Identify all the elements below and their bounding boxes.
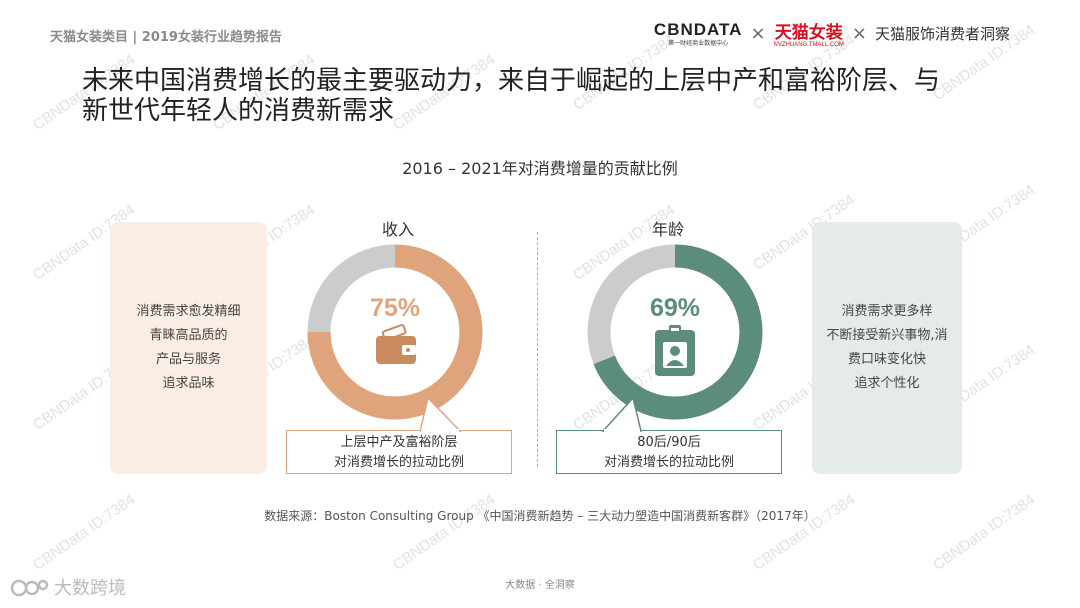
section-divider <box>537 232 538 467</box>
income-label: 收入 <box>382 220 415 239</box>
card-line: 追求个性化 <box>854 376 920 391</box>
bottom-brand-watermark: 大数跨境 <box>10 574 126 600</box>
tmall-logo: 天猫女装 NVZHUANG.TMALL.COM <box>774 18 844 48</box>
card-line: 青睐高品质的 <box>149 328 228 343</box>
page-title: 未来中国消费增长的最主要驱动力，来自于崛起的上层中产和富裕阶层、与 新世代年轻人… <box>82 66 1022 126</box>
income-callout: 上层中产及富裕阶层 对消费增长的拉动比例 <box>286 430 512 474</box>
card-line: 产品与服务 <box>155 352 221 367</box>
age-percent: 69% <box>649 294 701 322</box>
card-line: 消费需求更多样 <box>841 304 933 319</box>
income-callout-pointer <box>420 398 462 432</box>
high-income-needs-card: 消费需求愈发精细 青睐高品质的 产品与服务 追求品味 <box>110 222 267 474</box>
card-text: 消费需求愈发精细 青睐高品质的 产品与服务 追求品味 <box>136 300 240 396</box>
age-callout: 80后/90后 对消费增长的拉动比例 <box>556 430 782 474</box>
age-donut <box>587 244 763 420</box>
report-header-label: 天猫女装类目 | 2019女装行业趋势报告 <box>50 30 282 45</box>
income-donut <box>307 244 483 420</box>
card-line: 不断接受新兴事物,消 <box>826 328 948 343</box>
card-line: 费口味变化快 <box>847 352 926 367</box>
cbndata-logo-text: CBNDATA <box>653 19 743 39</box>
watermark-text: CBNData ID:7384 <box>930 491 1039 574</box>
partner-logos: CBNDATA 第一财经商业数据中心 × 天猫女装 NVZHUANG.TMALL… <box>654 18 1010 49</box>
partner-name: 天猫服饰消费者洞察 <box>874 24 1010 43</box>
cross-separator: × <box>851 22 867 44</box>
watermark-text: CBNData ID:7384 <box>30 491 139 574</box>
tmall-logo-subtext: NVZHUANG.TMALL.COM <box>773 42 844 48</box>
footer-slogan: 大数据 · 全洞察 <box>505 580 575 591</box>
cbndata-logo-subtext: 第一财经商业数据中心 <box>668 39 729 47</box>
chart-subtitle: 2016 – 2021年对消费增量的贡献比例 <box>402 159 678 178</box>
card-text: 消费需求更多样 不断接受新兴事物,消 费口味变化快 追求个性化 <box>826 300 947 396</box>
brand-text: 大数跨境 <box>54 578 126 599</box>
income-percent: 75% <box>369 294 421 322</box>
watermark-text: CBNData ID:7384 <box>390 491 499 574</box>
age-callout-line-1: 80后/90后 <box>637 435 701 450</box>
age-share-arc <box>587 244 763 420</box>
age-label: 年龄 <box>652 220 685 239</box>
cbndata-logo: CBNDATA 第一财经商业数据中心 <box>654 20 743 47</box>
badge-icon <box>655 325 695 376</box>
age-callout-line-2: 对消费增长的拉动比例 <box>603 455 734 470</box>
card-line: 消费需求愈发精细 <box>136 304 241 319</box>
income-share-arc <box>307 244 483 420</box>
watermark-text: CBNData ID:7384 <box>750 491 859 574</box>
income-callout-line-1: 上层中产及富裕阶层 <box>340 435 458 450</box>
age-callout-pointer <box>601 398 642 432</box>
page-title-line-1: 未来中国消费增长的最主要驱动力，来自于崛起的上层中产和富裕阶层、与 <box>82 66 941 96</box>
tmall-logo-text: 天猫女装 <box>774 23 843 43</box>
brand-logo-icon <box>10 579 49 597</box>
income-callout-line-2: 对消费增长的拉动比例 <box>333 455 464 470</box>
young-generation-needs-card: 消费需求更多样 不断接受新兴事物,消 费口味变化快 追求个性化 <box>812 222 962 474</box>
wallet-icon <box>376 324 416 364</box>
data-source-note: 数据来源：Boston Consulting Group 《中国消费新趋势 – … <box>264 509 816 523</box>
page-title-line-2: 新世代年轻人的消费新需求 <box>82 96 395 126</box>
card-line: 追求品味 <box>162 376 215 391</box>
cross-separator: × <box>750 22 766 44</box>
